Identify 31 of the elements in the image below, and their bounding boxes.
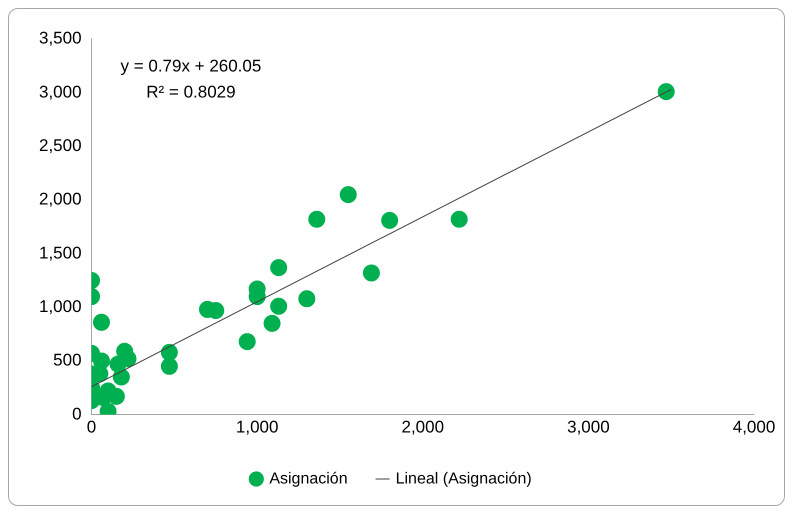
point (270, 259, 288, 276)
point (264, 314, 281, 332)
y-tick-label: 0 (72, 404, 82, 424)
y-tick-label: 2,500 (38, 136, 82, 155)
annotation: R² = 0.8029 (146, 82, 236, 102)
point (298, 290, 316, 308)
y-tick-label: 1,000 (38, 296, 82, 316)
y-tick-label: 500 (53, 350, 82, 370)
point (238, 333, 256, 350)
x-tick-label: 2,000 (401, 417, 444, 436)
legend-label: Lineal (Asignación) (396, 470, 532, 488)
x-tick-label: 4,000 (732, 417, 776, 436)
y-tick-label: 1,500 (38, 243, 82, 262)
point (362, 264, 380, 282)
point (160, 358, 178, 375)
point (92, 314, 110, 331)
point (308, 210, 326, 228)
point (112, 368, 130, 386)
y-tick-label: 3,500 (38, 28, 82, 48)
point (381, 212, 398, 229)
point (340, 186, 357, 204)
y-tick-label: 2,000 (38, 190, 82, 209)
point (450, 210, 468, 228)
annotation: y = 0.79x + 260.05 (120, 56, 262, 76)
legend-label: Asignación (269, 470, 348, 488)
point (658, 83, 675, 100)
y-tick-label: 3,000 (38, 82, 82, 102)
x-tick-label: 0 (86, 417, 96, 436)
x-tick-label: 3,000 (567, 417, 610, 436)
x-tick-label: 1,000 (236, 417, 278, 436)
point (270, 298, 288, 315)
